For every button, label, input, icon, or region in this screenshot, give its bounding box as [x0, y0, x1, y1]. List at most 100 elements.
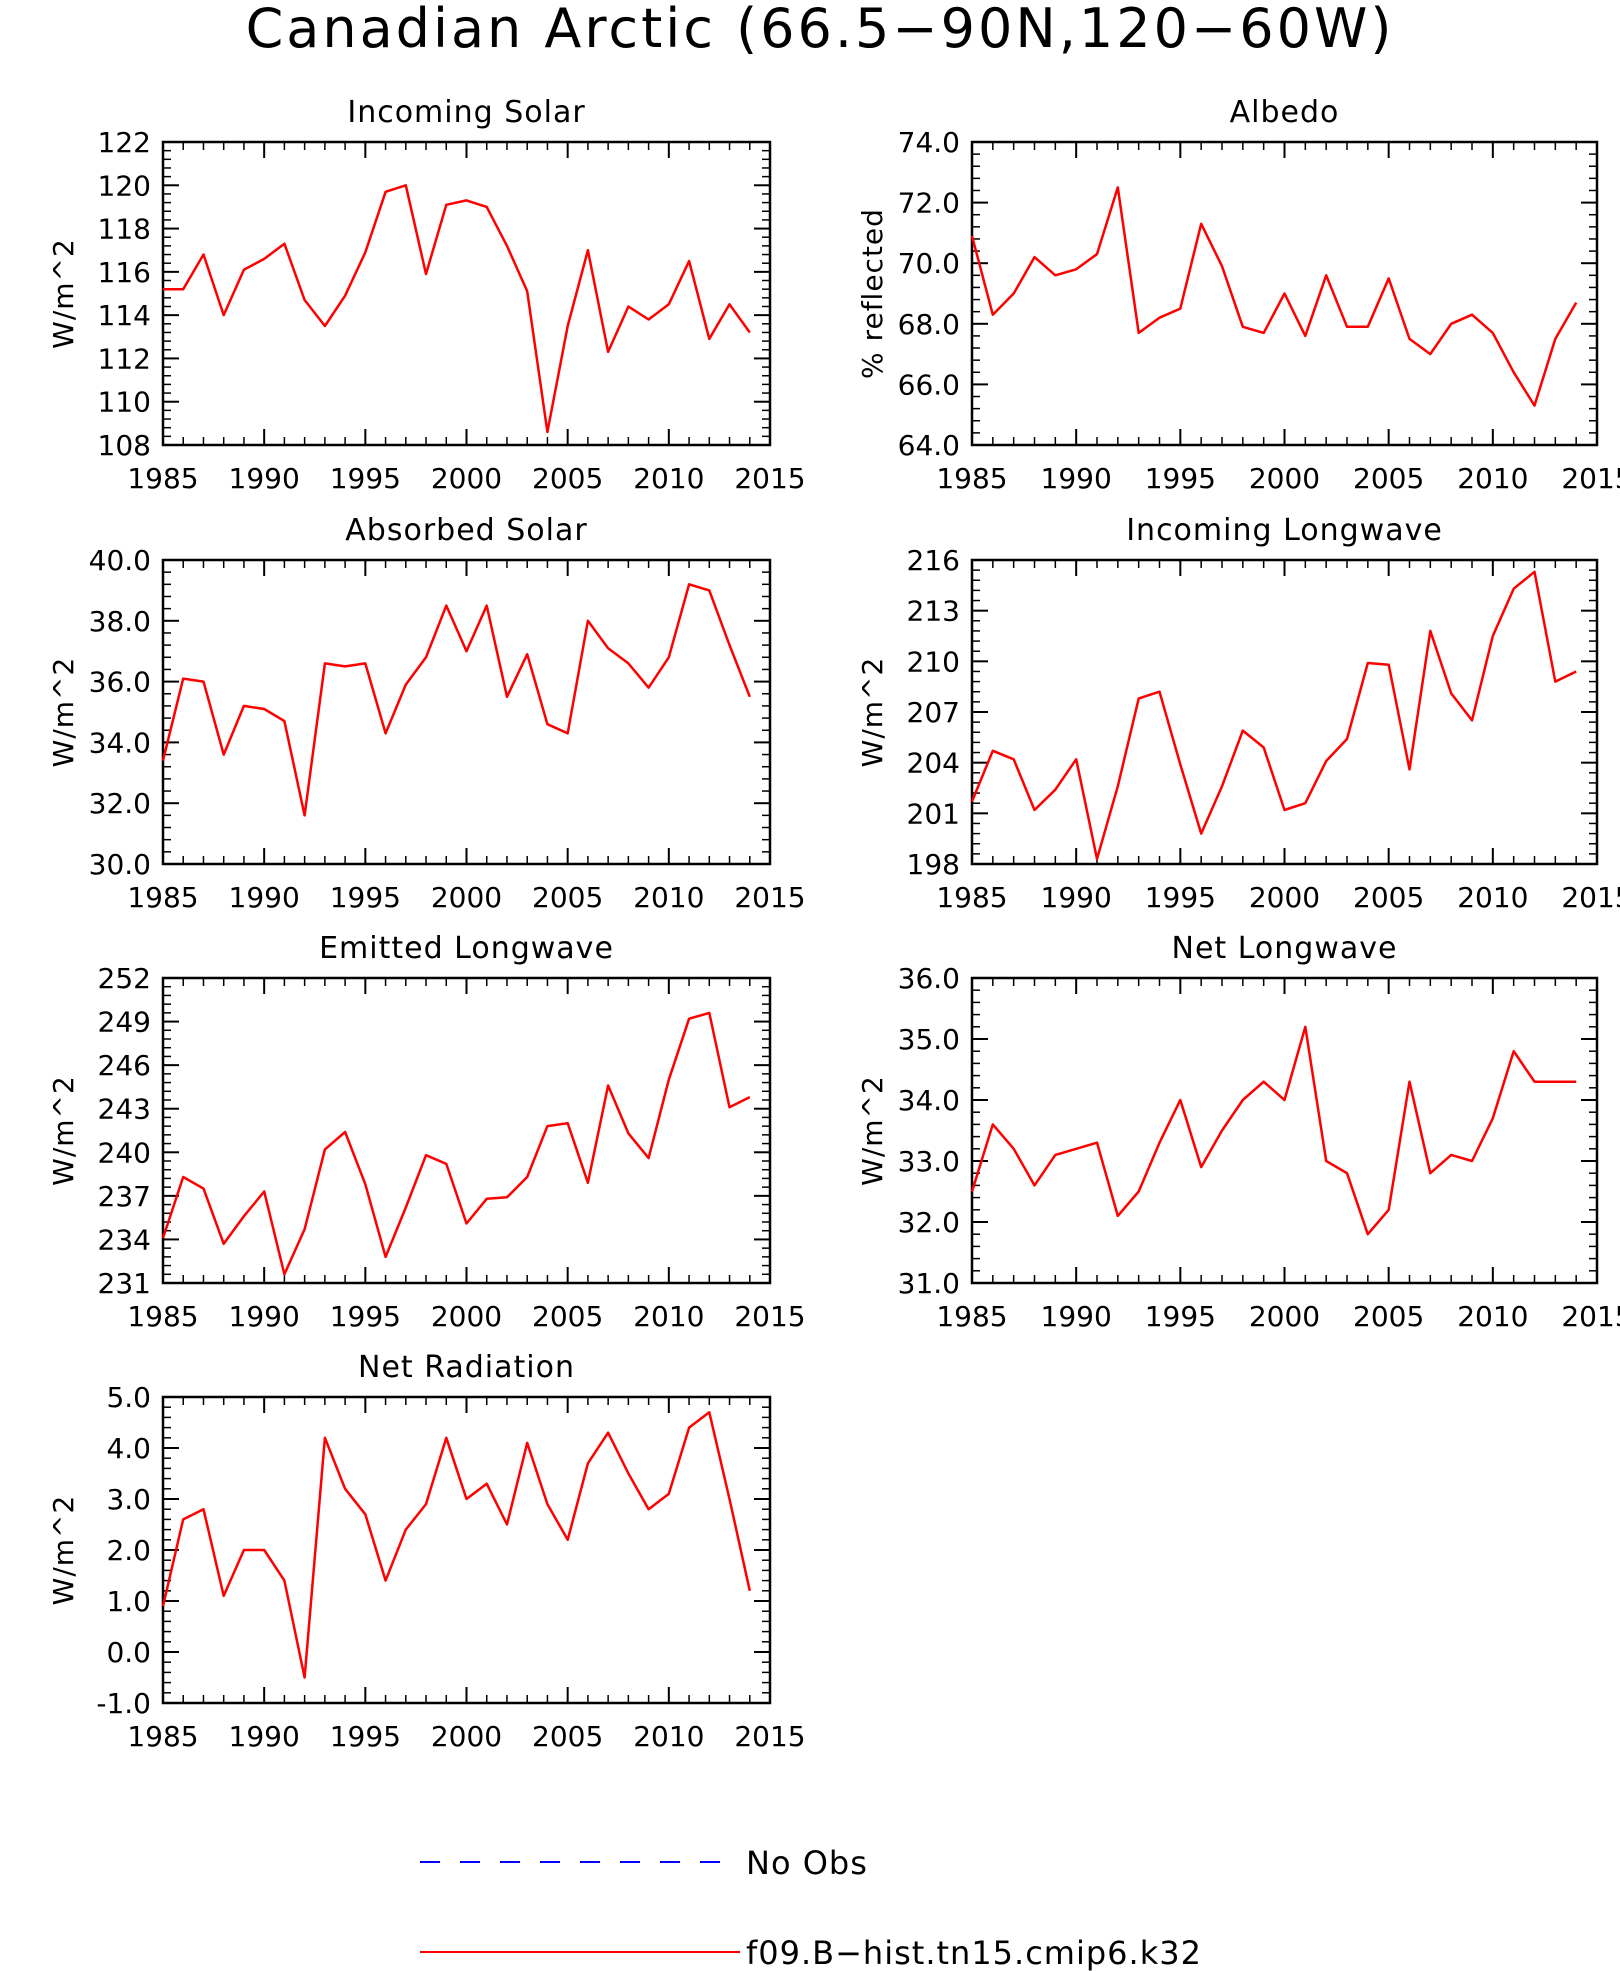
series-line	[970, 1025, 1577, 1236]
y-tick-label: 216	[907, 544, 960, 577]
y-axis-label: W/m^2	[47, 238, 80, 349]
y-tick-label: 252	[98, 962, 151, 995]
x-tick-label: 2000	[1249, 462, 1320, 495]
x-tick-label: 1990	[229, 1300, 300, 1333]
y-tick-label: 210	[907, 645, 960, 678]
x-tick-label: 1985	[936, 1300, 1007, 1333]
x-tick-label: 2000	[1249, 1300, 1320, 1333]
y-tick-label: 213	[907, 595, 960, 628]
panel-absorbed-solar: Absorbed Solar 30.0 32.0 34.0 36.0 38.0 40.0 19…	[47, 513, 806, 914]
x-tick-label: 1995	[1145, 462, 1216, 495]
y-tick-label: 240	[98, 1136, 151, 1169]
legend-label-no-obs: No Obs	[746, 1844, 868, 1882]
y-tick-label: 34.0	[898, 1084, 960, 1117]
y-tick-label: 116	[98, 256, 151, 289]
y-tick-label: 0.0	[106, 1636, 151, 1669]
y-tick-label: 74.0	[898, 126, 960, 159]
x-tick-label: 1985	[127, 881, 198, 914]
y-tick-label: 201	[907, 797, 960, 830]
y-tick-label: 66.0	[898, 368, 960, 401]
series-line	[970, 570, 1577, 861]
y-tick-label: 234	[98, 1223, 151, 1256]
y-tick-label: 110	[98, 386, 151, 419]
panel-title: Incoming Longwave	[1126, 513, 1443, 548]
y-tick-label: 2.0	[106, 1534, 151, 1567]
x-tick-label: 2010	[1457, 1300, 1528, 1333]
series-line	[161, 1011, 751, 1276]
y-tick-label: 36.0	[89, 666, 151, 699]
x-tick-label: 2005	[532, 1300, 603, 1333]
x-tick-label: 2005	[532, 1720, 603, 1753]
plot-frame	[970, 558, 1599, 866]
y-tick-label: 114	[98, 299, 151, 332]
x-tick-label: 2015	[734, 1720, 805, 1753]
x-tick-label: 1990	[229, 1720, 300, 1753]
x-tick-label: 2005	[1353, 881, 1424, 914]
y-tick-label: 120	[98, 169, 151, 202]
x-tick-label: 1985	[127, 1720, 198, 1753]
panel-emitted-longwave: Emitted Longwave 231 234 237 240 243 246 249 252…	[47, 931, 806, 1333]
x-tick-label: 2010	[1457, 462, 1528, 495]
x-tick-label: 2000	[431, 1300, 502, 1333]
x-tick-label: 2010	[633, 1720, 704, 1753]
legend-label-model-run: f09.B−hist.tn15.cmip6.k32	[746, 1934, 1202, 1971]
y-axis-label: W/m^2	[856, 657, 889, 768]
x-tick-label: 2010	[633, 881, 704, 914]
x-tick-label: 2000	[431, 1720, 502, 1753]
legend: No Obs f09.B−hist.tn15.cmip6.k32	[420, 1844, 1202, 1971]
x-tick-label: 2015	[1561, 881, 1620, 914]
y-tick-label: 32.0	[898, 1206, 960, 1239]
x-tick-label: 1985	[127, 462, 198, 495]
y-tick-label: 246	[98, 1049, 151, 1082]
y-tick-label: 33.0	[898, 1145, 960, 1178]
y-tick-label: 3.0	[106, 1483, 151, 1516]
legend-item-no-obs: No Obs	[420, 1844, 868, 1882]
x-tick-label: 2015	[734, 881, 805, 914]
panel-title: Albedo	[1230, 95, 1340, 130]
y-tick-label: -1.0	[96, 1687, 151, 1720]
panels: Incoming Solar 108 110 112 114 116 118 120 122 19…	[47, 95, 1620, 1753]
x-tick-label: 1995	[1145, 881, 1216, 914]
y-axis-label: % reflected	[856, 208, 889, 379]
y-tick-label: 5.0	[106, 1381, 151, 1414]
series-line	[163, 184, 751, 434]
y-tick-label: 243	[98, 1093, 151, 1126]
series-line	[970, 186, 1578, 407]
y-tick-label: 204	[907, 747, 960, 780]
x-tick-label: 1990	[1041, 1300, 1112, 1333]
x-tick-label: 2000	[431, 462, 502, 495]
y-axis-label: W/m^2	[47, 1075, 80, 1186]
plot-frame	[161, 140, 772, 447]
y-tick-label: 30.0	[89, 848, 151, 881]
x-tick-label: 2005	[1353, 462, 1424, 495]
y-tick-label: 40.0	[89, 544, 151, 577]
panel-title: Emitted Longwave	[319, 931, 614, 966]
y-tick-label: 70.0	[898, 247, 960, 280]
x-tick-label: 1995	[330, 1300, 401, 1333]
panel-title: Net Longwave	[1172, 931, 1398, 966]
y-tick-label: 4.0	[106, 1432, 151, 1465]
y-axis-label: W/m^2	[47, 1495, 80, 1606]
y-axis-label: W/m^2	[47, 657, 80, 768]
plot-frame	[970, 976, 1599, 1285]
legend-item-model-run: f09.B−hist.tn15.cmip6.k32	[420, 1934, 1202, 1971]
plot-frame	[161, 976, 772, 1285]
x-tick-label: 2010	[633, 462, 704, 495]
x-tick-label: 1985	[127, 1300, 198, 1333]
x-tick-label: 2005	[1353, 1300, 1424, 1333]
y-tick-label: 32.0	[89, 787, 151, 820]
x-tick-label: 1990	[1041, 462, 1112, 495]
panel-incoming-longwave: Incoming Longwave 198 201 204 207 210 213 216 19…	[856, 513, 1620, 914]
x-tick-label: 1995	[330, 1720, 401, 1753]
panel-incoming-solar: Incoming Solar 108 110 112 114 116 118 120 122 19…	[47, 95, 806, 495]
y-tick-label: 36.0	[898, 962, 960, 995]
plot-frame	[161, 558, 772, 866]
panel-title: Net Radiation	[358, 1350, 575, 1385]
x-tick-label: 1995	[1145, 1300, 1216, 1333]
y-tick-label: 1.0	[106, 1585, 151, 1618]
panel-net-longwave: Net Longwave 31.0 32.0 33.0 34.0 35.0 36.0 1985…	[856, 931, 1620, 1333]
y-tick-label: 112	[98, 342, 151, 375]
x-tick-label: 2015	[1561, 462, 1620, 495]
x-tick-label: 2000	[431, 881, 502, 914]
series-line	[161, 583, 751, 817]
